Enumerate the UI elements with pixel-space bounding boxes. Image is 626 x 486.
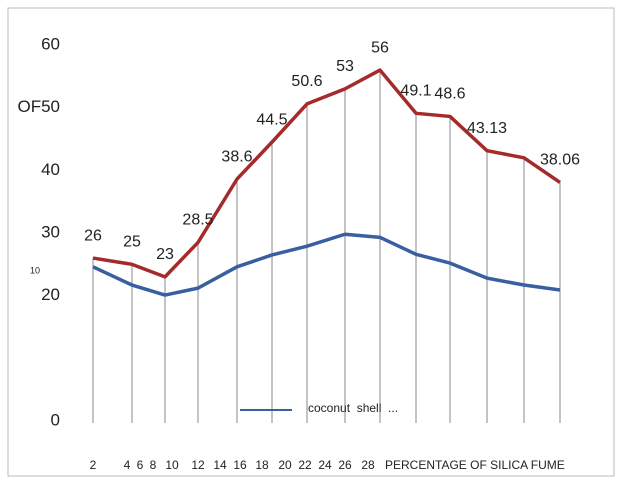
value-label: 53 [336,58,354,75]
value-label: 26 [84,227,102,244]
y-tick-label: 60 [41,34,60,53]
x-axis-label: PERCENTAGE OF SILICA FUME [385,458,565,472]
annotation: 10 [30,265,40,275]
y-tick-label: 40 [41,160,60,179]
y-tick-label: OF50 [17,97,60,116]
value-label: 48.6 [434,86,465,103]
x-tick-label: 18 [255,458,269,472]
frame [7,7,615,477]
y-tick-label: 30 [41,222,60,241]
x-tick-label: 24 [318,458,332,472]
value-label: 56 [371,39,389,56]
x-tick-label: 16 [233,458,247,472]
value-label: 28.5 [182,212,213,229]
y-tick-label: 0 [51,410,60,429]
x-tick-label: 12 [191,458,205,472]
x-tick-label: 6 [137,458,144,472]
x-tick-label: 22 [298,458,312,472]
series-line [92,68,561,279]
value-label: 38.06 [540,152,580,169]
value-label: 23 [156,246,174,263]
x-tick-label: 28 [361,458,375,472]
series-line [92,232,561,297]
value-label: 50.6 [291,73,322,90]
value-label: 38.6 [221,148,252,165]
value-label: 49.1 [400,83,431,100]
x-tick-label: 2 [90,458,97,472]
value-label: 43.13 [467,120,507,137]
x-tick-label: 14 [213,458,227,472]
x-tick-label: 20 [278,458,292,472]
legend-label: coconut shell ... [308,401,398,415]
value-label: 44.5 [256,111,287,128]
x-tick-label: 8 [150,458,157,472]
value-label: 25 [123,234,141,251]
x-tick-label: 10 [165,458,179,472]
x-tick-label: 4 [124,458,131,472]
y-tick-label: 20 [41,285,60,304]
x-tick-label: 26 [338,458,352,472]
